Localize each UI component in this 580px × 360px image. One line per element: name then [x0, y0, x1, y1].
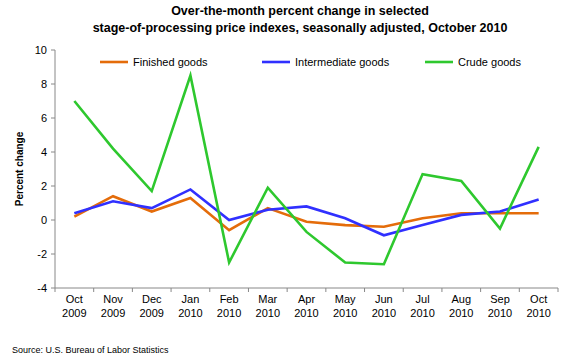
y-tick-label: 4: [41, 146, 47, 158]
x-tick-label-line: Apr: [298, 293, 315, 305]
x-tick-label-line: 2010: [526, 307, 550, 319]
x-tick-label: Aug 2010: [449, 293, 473, 319]
x-tick: [364, 288, 365, 292]
y-tick: [51, 288, 55, 289]
y-tick: [51, 152, 55, 153]
x-tick-label-line: 2009: [101, 307, 125, 319]
x-tick-label-line: 2010: [294, 307, 318, 319]
x-tick: [480, 288, 481, 292]
source: Source: U.S. Bureau of Labor Statistics: [12, 345, 169, 355]
x-tick-label-line: 2010: [217, 307, 241, 319]
x-tick-label-line: Feb: [220, 293, 239, 305]
plot-area: [74, 76, 538, 265]
x-tick: [558, 288, 559, 292]
x-tick-label: Jun 2010: [372, 293, 396, 319]
legend-label: Intermediate goods: [295, 56, 390, 68]
title-line: stage-of-processing price indexes, seaso…: [93, 21, 508, 35]
x-tick-label: May 2010: [333, 293, 357, 319]
x-tick-label: Apr 2010: [294, 293, 318, 319]
x-tick-label-line: 2010: [333, 307, 357, 319]
chart: Over-the-month percent change in selecte…: [0, 0, 580, 360]
legend-label: Finished goods: [133, 56, 208, 68]
x-tick-label-line: Jul: [416, 293, 430, 305]
x-tick-label-line: 2009: [139, 307, 163, 319]
y-tick-label: 6: [41, 112, 47, 124]
x-tick-label-line: 2010: [449, 307, 473, 319]
x-tick: [248, 288, 249, 292]
x-tick-label-line: Oct: [66, 293, 83, 305]
x-tick-label-line: 2010: [178, 307, 202, 319]
x-tick-label: Oct 2010: [526, 293, 550, 319]
y-tick: [51, 50, 55, 51]
y-tick-label: 8: [41, 78, 47, 90]
y-tick: [51, 254, 55, 255]
x-tick: [519, 288, 520, 292]
x-tick-label-line: Nov: [103, 293, 123, 305]
x-tick-label-line: Jun: [375, 293, 393, 305]
x-tick-label-line: 2010: [410, 307, 434, 319]
legend-swatch: [262, 61, 290, 64]
x-tick-label-line: Sep: [490, 293, 510, 305]
x-axis: [55, 288, 558, 289]
x-tick-label: Oct 2009: [62, 293, 86, 319]
x-tick-label-line: 2010: [488, 307, 512, 319]
x-tick-label-line: Mar: [258, 293, 277, 305]
x-tick: [209, 288, 210, 292]
x-tick: [93, 288, 94, 292]
series-line: [74, 189, 538, 235]
x-tick-label: Nov 2009: [101, 293, 125, 319]
series-line: [74, 76, 538, 265]
x-tick: [403, 288, 404, 292]
x-tick-label-line: 2010: [372, 307, 396, 319]
y-axis: [55, 50, 56, 288]
x-tick-label-line: Oct: [530, 293, 547, 305]
legend-swatch: [100, 61, 128, 64]
y-tick: [51, 220, 55, 221]
x-tick-label: Jul 2010: [410, 293, 434, 319]
x-tick-label-line: 2010: [256, 307, 280, 319]
y-tick-label: 2: [41, 180, 47, 192]
y-axis-label: Percent change: [14, 131, 25, 206]
x-tick-label: Mar 2010: [256, 293, 280, 319]
title-line: Over-the-month percent change in selecte…: [171, 4, 429, 18]
x-tick-label-line: 2009: [62, 307, 86, 319]
x-tick-label-line: May: [335, 293, 356, 305]
y-tick: [51, 84, 55, 85]
x-tick-label: Dec 2009: [139, 293, 163, 319]
y-tick-label: -2: [37, 248, 47, 260]
x-tick: [132, 288, 133, 292]
x-tick: [171, 288, 172, 292]
x-tick-label: Feb 2010: [217, 293, 241, 319]
x-tick-label: Sep 2010: [488, 293, 512, 319]
y-tick: [51, 186, 55, 187]
x-tick: [441, 288, 442, 292]
legend-label: Crude goods: [458, 56, 521, 68]
x-tick-label: Jan 2010: [178, 293, 202, 319]
x-tick: [55, 288, 56, 292]
y-tick-label: 0: [41, 214, 47, 226]
y-tick-label: -4: [37, 282, 47, 294]
x-tick-label-line: Aug: [451, 293, 471, 305]
legend-swatch: [425, 61, 453, 64]
y-tick: [51, 118, 55, 119]
x-tick: [287, 288, 288, 292]
x-tick-label-line: Dec: [142, 293, 162, 305]
x-tick-label-line: Jan: [182, 293, 200, 305]
x-tick: [325, 288, 326, 292]
title: Over-the-month percent change in selecte…: [93, 4, 508, 35]
y-tick-label: 10: [35, 44, 47, 56]
